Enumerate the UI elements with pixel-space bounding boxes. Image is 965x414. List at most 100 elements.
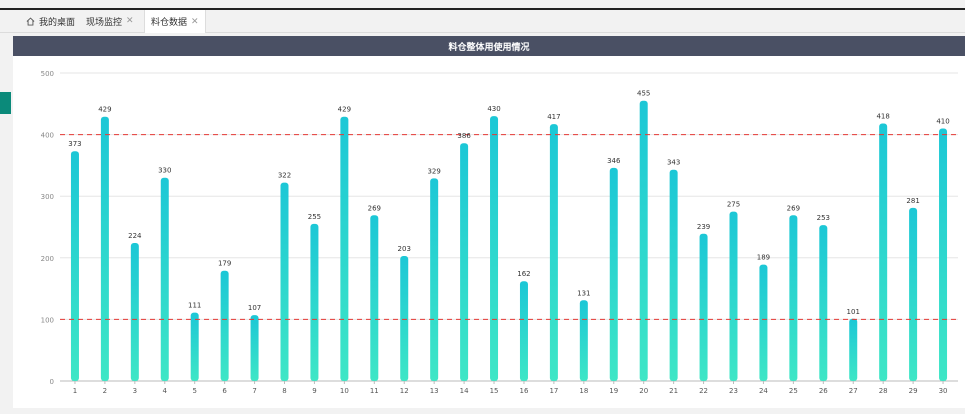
x-tick-label: 30: [939, 387, 948, 395]
bar: [250, 315, 259, 381]
home-icon: [26, 16, 35, 26]
data-label: 329: [427, 167, 440, 175]
bar: [639, 100, 648, 381]
x-tick-label: 15: [490, 387, 499, 395]
x-tick-label: 5: [192, 387, 196, 395]
sidebar-toggle-handle[interactable]: [0, 92, 11, 114]
bar: [759, 264, 768, 381]
data-label: 255: [308, 213, 321, 221]
x-tick-label: 19: [609, 387, 618, 395]
bar: [130, 243, 139, 381]
bar: [490, 116, 499, 381]
data-label: 330: [158, 167, 171, 175]
y-tick-label: 100: [41, 316, 54, 324]
x-tick-label: 27: [849, 387, 858, 395]
x-tick-label: 17: [549, 387, 558, 395]
data-label: 430: [487, 105, 500, 113]
data-labels: 373 429 224 330 111 179 107 322 255 429 269 203 329 3…: [68, 90, 949, 316]
tab-silo-data[interactable]: 料仓数据 ✕: [144, 10, 206, 33]
bar: [460, 143, 469, 381]
data-label: 189: [757, 254, 770, 262]
tab-bar: 我的桌面 现场监控 ✕ 料仓数据 ✕: [0, 10, 965, 33]
data-label: 410: [936, 117, 949, 125]
data-label: 417: [547, 113, 560, 121]
data-label: 269: [368, 204, 381, 212]
bar: [549, 124, 558, 382]
bar: [400, 255, 409, 381]
data-label: 101: [847, 308, 860, 316]
data-label: 179: [218, 260, 231, 268]
data-label: 455: [637, 90, 650, 98]
bar: [340, 116, 349, 382]
x-tick-label: 7: [252, 387, 256, 395]
x-tick-label: 1: [73, 387, 77, 395]
y-tick-label: 300: [41, 193, 54, 201]
bar: [280, 182, 289, 381]
x-tick-label: 8: [282, 387, 286, 395]
x-tick-label: 3: [133, 387, 137, 395]
x-tick-label: 2: [103, 387, 107, 395]
data-label: 373: [68, 140, 81, 148]
data-label: 275: [727, 201, 740, 209]
bar: [220, 270, 229, 381]
chart-title: 料仓整体用使用情况: [13, 36, 965, 56]
bar: [939, 128, 948, 381]
data-label: 111: [188, 302, 201, 310]
x-tick-label: 9: [312, 387, 316, 395]
bar: [819, 225, 828, 381]
close-icon[interactable]: ✕: [126, 16, 134, 26]
bar: [190, 312, 199, 381]
y-tick-label: 400: [41, 132, 54, 140]
data-label: 224: [128, 232, 142, 240]
bar: [519, 281, 528, 381]
x-tick-label: 18: [579, 387, 588, 395]
bar: [849, 318, 858, 381]
y-tick-label: 0: [50, 378, 54, 386]
x-tick-label: 13: [430, 387, 439, 395]
x-tick-label: 22: [699, 387, 708, 395]
close-icon[interactable]: ✕: [191, 16, 199, 27]
tab-label: 现场监控: [86, 17, 123, 28]
top-border: [0, 8, 965, 10]
bar: [579, 300, 588, 381]
data-label: 346: [607, 157, 621, 165]
x-tick-label: 6: [222, 387, 227, 395]
x-tick-label: 4: [163, 387, 168, 395]
bar: [100, 116, 109, 382]
bar: [909, 207, 918, 381]
x-tick-label: 14: [460, 387, 469, 395]
x-tick-label: 11: [370, 387, 379, 395]
x-tick-label: 12: [400, 387, 409, 395]
x-tick-label: 29: [909, 387, 918, 395]
bar: [729, 211, 738, 381]
bar: [310, 223, 319, 381]
data-label: 253: [817, 214, 830, 222]
y-axis: 0 100 200 300 400 500: [41, 70, 54, 386]
x-tick-label: 25: [789, 387, 798, 395]
data-label: 418: [876, 113, 889, 121]
x-tick-label: 23: [729, 387, 738, 395]
tab-home[interactable]: 我的桌面: [20, 10, 81, 32]
tab-label: 我的桌面: [39, 17, 76, 28]
bar: [430, 178, 439, 381]
bar: [879, 123, 888, 382]
bar: [160, 177, 169, 381]
bar: [370, 215, 379, 381]
bar: [789, 215, 798, 381]
data-label: 269: [787, 204, 800, 212]
data-label: 162: [517, 270, 530, 278]
bars: [70, 100, 948, 382]
x-axis: 1 2 3 4 5 6 7 8 9 10 11 12 13 14 15 16 17 18 19 20 21 22 23 24 2…: [73, 381, 948, 395]
bar: [70, 151, 79, 381]
tab-label: 料仓数据: [151, 18, 188, 28]
x-tick-label: 28: [879, 387, 888, 395]
x-tick-label: 26: [819, 387, 828, 395]
y-tick-label: 500: [41, 70, 54, 78]
data-label: 203: [398, 245, 411, 253]
data-label: 131: [577, 289, 590, 297]
data-label: 429: [98, 106, 111, 114]
reference-lines: [60, 134, 958, 320]
bar: [669, 169, 678, 381]
tab-monitoring[interactable]: 现场监控 ✕: [80, 10, 140, 32]
data-label: 343: [667, 159, 680, 167]
